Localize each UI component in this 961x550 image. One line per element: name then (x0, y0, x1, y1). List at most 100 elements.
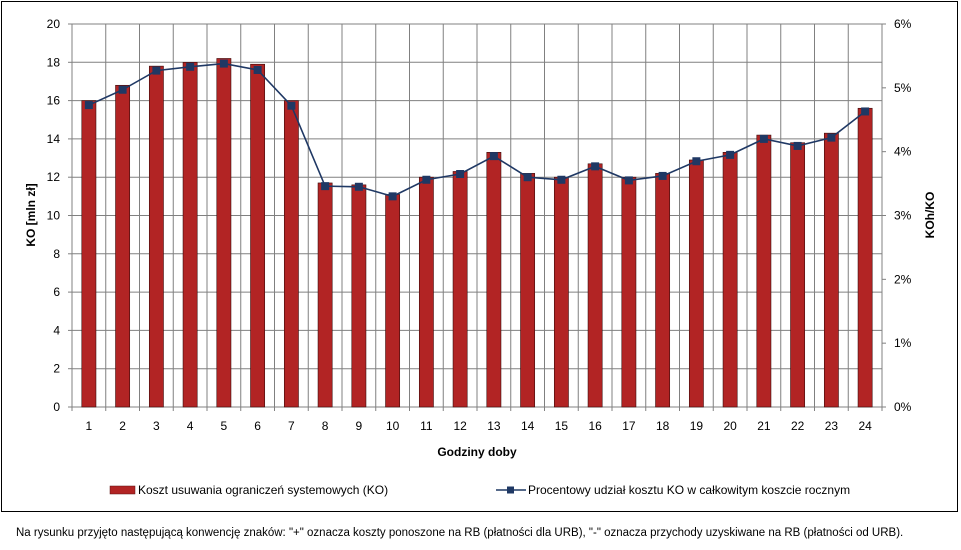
y2-tick-label: 4% (894, 145, 912, 159)
x-tick-label: 11 (420, 419, 433, 433)
x-tick-label: 1 (86, 419, 93, 433)
line-point (388, 192, 397, 201)
line-point (726, 150, 735, 159)
x-axis-title: Godziny doby (437, 445, 517, 459)
legend-line-label: Procentowy udział kosztu KO w całkowitym… (528, 483, 850, 497)
x-tick-label: 20 (723, 419, 737, 433)
x-tick-label: 15 (555, 419, 569, 433)
bar (655, 173, 671, 408)
y-tick-label: 2 (53, 362, 60, 376)
line-point (658, 171, 667, 180)
footnote: Na rysunku przyjęto następującą konwencj… (16, 527, 904, 539)
line-point (186, 62, 195, 71)
x-tick-label: 10 (386, 419, 400, 433)
line-point (591, 162, 600, 171)
bar (283, 100, 299, 408)
x-tick-label: 17 (622, 419, 636, 433)
x-tick-label: 5 (221, 419, 228, 433)
y-tick-label: 0 (53, 400, 60, 414)
line-point (861, 107, 870, 116)
y-tick-label: 12 (47, 170, 61, 184)
y-tick-label: 8 (53, 247, 60, 261)
line-point (759, 134, 768, 143)
x-tick-label: 9 (356, 419, 363, 433)
line-point (84, 101, 93, 110)
bar (81, 100, 97, 408)
y2-tick-label: 1% (894, 336, 912, 350)
bar (790, 142, 806, 408)
y2-tick-label: 3% (894, 209, 912, 223)
legend-line-marker (507, 486, 514, 494)
line-point (354, 182, 363, 191)
bar (452, 171, 468, 408)
bar (148, 65, 164, 408)
y-tick-label: 14 (47, 132, 61, 146)
bar (688, 159, 704, 408)
x-tick-label: 4 (187, 419, 194, 433)
line-point (152, 66, 161, 75)
x-tick-label: 6 (254, 419, 261, 433)
line-point (624, 176, 633, 185)
x-tick-label: 21 (757, 419, 771, 433)
line-point (692, 157, 701, 166)
bar (317, 182, 333, 408)
x-tick-label: 22 (791, 419, 805, 433)
bar (182, 61, 198, 408)
x-tick-label: 8 (322, 419, 329, 433)
y2-tick-label: 2% (894, 272, 912, 286)
bar (722, 152, 738, 408)
line-point (793, 141, 802, 150)
y-tick-label: 16 (47, 94, 61, 108)
bar (385, 194, 401, 408)
x-tick-label: 16 (588, 419, 602, 433)
right-axis-ticks: 0% 1% 2% 3% 4% 5% 6% (882, 17, 912, 414)
line-point (118, 85, 127, 94)
y-tick-label: 4 (53, 323, 60, 337)
y-tick-label: 10 (47, 209, 61, 223)
bar (486, 152, 502, 408)
x-tick-label: 19 (690, 419, 704, 433)
bar (418, 176, 434, 408)
bar (756, 134, 772, 408)
legend: Koszt usuwania ograniczeń systemowych (K… (109, 483, 850, 497)
series-line (88, 62, 866, 198)
bar (250, 63, 266, 408)
x-axis-ticks: 1 2 3 4 5 6 7 8 9 10 11 12 13 14 15 16 17 18 19 20 21 22 23 24 (71, 407, 883, 433)
y2-axis-title: KOh/KO (923, 192, 937, 239)
legend-item-bars: Koszt usuwania ograniczeń systemowych (K… (109, 483, 388, 497)
y-tick-label: 18 (47, 55, 61, 69)
line-point (827, 133, 836, 142)
bar (553, 176, 569, 408)
line-point (219, 59, 228, 68)
left-axis-ticks: 0 2 4 6 8 10 12 14 16 18 20 (47, 17, 72, 414)
x-tick-label: 7 (288, 419, 295, 433)
bar (351, 184, 367, 408)
bar (823, 132, 839, 408)
x-tick-label: 3 (153, 419, 160, 433)
y2-tick-label: 6% (894, 17, 912, 31)
bar-series (81, 58, 873, 408)
x-tick-label: 12 (453, 419, 467, 433)
bar (587, 163, 603, 408)
y2-tick-label: 5% (894, 81, 912, 95)
bar (216, 58, 232, 408)
y-tick-label: 20 (47, 17, 61, 31)
x-tick-label: 2 (119, 419, 126, 433)
y2-tick-label: 0% (894, 400, 912, 414)
line-point (422, 175, 431, 184)
x-tick-label: 14 (521, 419, 535, 433)
y-tick-label: 6 (53, 285, 60, 299)
x-tick-label: 18 (656, 419, 670, 433)
line-point (489, 152, 498, 161)
line-point (253, 65, 262, 74)
legend-bar-label: Koszt usuwania ograniczeń systemowych (K… (138, 483, 388, 497)
x-tick-label: 24 (858, 419, 872, 433)
bar (621, 176, 637, 408)
legend-item-line: Procentowy udział kosztu KO w całkowitym… (496, 483, 850, 497)
bar (115, 84, 131, 408)
x-tick-label: 13 (487, 419, 501, 433)
y-axis-title: KO [mln zł] (24, 183, 38, 246)
legend-bar-swatch (109, 485, 136, 495)
bar (857, 107, 873, 408)
